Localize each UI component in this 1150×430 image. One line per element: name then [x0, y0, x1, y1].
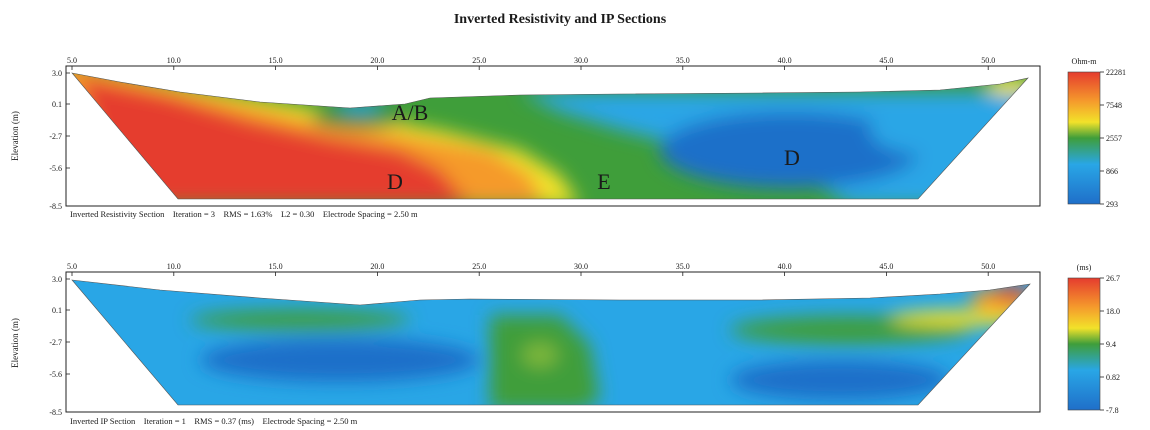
- x-tick-label: 45.0: [879, 56, 893, 65]
- figure-title: Inverted Resistivity and IP Sections: [454, 12, 667, 27]
- x-tick-label: 5.0: [67, 56, 77, 65]
- ip-color-field: [72, 280, 1030, 405]
- resistivity-y-axis-label: Elevation (m): [10, 111, 20, 161]
- ip-outline: [71, 279, 1031, 406]
- x-tick-label: 20.0: [370, 262, 384, 271]
- label-d-right: D: [784, 145, 800, 170]
- colorbar-tick-label: 2557: [1106, 134, 1122, 143]
- x-tick-label: 50.0: [981, 56, 995, 65]
- resistivity-outline: [71, 72, 1029, 200]
- label-d-left: D: [387, 169, 403, 194]
- y-tick-label: -2.7: [49, 338, 62, 347]
- x-tick-label: 50.0: [981, 262, 995, 271]
- y-tick-label: 0.1: [52, 306, 62, 315]
- y-tick-label: -5.6: [49, 370, 62, 379]
- resistivity-y-ticks: 3.0 0.1 -2.7 -5.6 -8.5: [49, 69, 70, 211]
- y-tick-label: -2.7: [49, 132, 62, 141]
- colorbar-tick-label: 26.7: [1106, 274, 1120, 283]
- y-tick-label: -5.6: [49, 164, 62, 173]
- y-tick-label: 3.0: [52, 69, 62, 78]
- x-tick-label: 10.0: [167, 56, 181, 65]
- ip-y-ticks: 3.0 0.1 -2.7 -5.6 -8.5: [49, 275, 70, 417]
- label-e: E: [597, 169, 610, 194]
- x-tick-label: 25.0: [472, 262, 486, 271]
- resistivity-colorbar-unit: Ohm-m: [1072, 57, 1098, 66]
- colorbar-tick-label: 866: [1106, 167, 1118, 176]
- ip-x-ticks: 5.0 10.0 15.0 20.0 25.0 30.0 35.0 40.0 45.0 50.0: [67, 262, 995, 276]
- y-tick-label: -8.5: [49, 202, 62, 211]
- resistivity-color-field: [72, 73, 1028, 199]
- ip-colorbar-gradient: [1067, 277, 1101, 411]
- ip-colorbar-unit: (ms): [1077, 263, 1092, 272]
- x-tick-label: 15.0: [269, 56, 283, 65]
- resistivity-colorbar: Ohm-m 22281 7548 2557 866 293: [1067, 57, 1126, 209]
- colorbar-tick-label: 293: [1106, 200, 1118, 209]
- resistivity-x-ticks: 5.0 10.0 15.0 20.0 25.0 30.0 35.0 40.0 45.0 50.0: [67, 56, 995, 70]
- x-tick-label: 5.0: [67, 262, 77, 271]
- colorbar-tick-label: 22281: [1106, 68, 1126, 77]
- x-tick-label: 45.0: [879, 262, 893, 271]
- colorbar-tick-label: 9.4: [1106, 340, 1116, 349]
- x-tick-label: 40.0: [778, 262, 792, 271]
- x-tick-label: 30.0: [574, 56, 588, 65]
- x-tick-label: 15.0: [269, 262, 283, 271]
- label-ab: A/B: [392, 100, 429, 125]
- x-tick-label: 35.0: [676, 262, 690, 271]
- resistivity-section: 5.0 10.0 15.0 20.0 25.0 30.0 35.0 40.0 45.0 50.0 …: [10, 56, 1041, 219]
- x-tick-label: 20.0: [370, 56, 384, 65]
- resistivity-colorbar-ticks: 22281 7548 2557 866 293: [1100, 68, 1126, 209]
- ip-section: 5.0 10.0 15.0 20.0 25.0 30.0 35.0 40.0 45.0 50.0 …: [10, 262, 1041, 426]
- colorbar-tick-label: -7.8: [1106, 406, 1119, 415]
- y-tick-label: 0.1: [52, 100, 62, 109]
- colorbar-tick-label: 0.82: [1106, 373, 1120, 382]
- colorbar-tick-label: 18.0: [1106, 307, 1120, 316]
- resistivity-footer: Inverted Resistivity Section Iteration =…: [70, 209, 418, 219]
- x-tick-label: 25.0: [472, 56, 486, 65]
- ip-footer: Inverted IP Section Iteration = 1 RMS = …: [70, 416, 358, 426]
- resistivity-colorbar-gradient: [1067, 71, 1101, 205]
- y-tick-label: 3.0: [52, 275, 62, 284]
- x-tick-label: 35.0: [676, 56, 690, 65]
- ip-colorbar-ticks: 26.7 18.0 9.4 0.82 -7.8: [1100, 274, 1120, 415]
- y-tick-label: -8.5: [49, 408, 62, 417]
- x-tick-label: 30.0: [574, 262, 588, 271]
- ip-y-axis-label: Elevation (m): [10, 318, 20, 368]
- colorbar-tick-label: 7548: [1106, 101, 1122, 110]
- x-tick-label: 10.0: [167, 262, 181, 271]
- ip-colorbar: (ms) 26.7 18.0 9.4 0.82 -7.8: [1067, 263, 1120, 415]
- x-tick-label: 40.0: [778, 56, 792, 65]
